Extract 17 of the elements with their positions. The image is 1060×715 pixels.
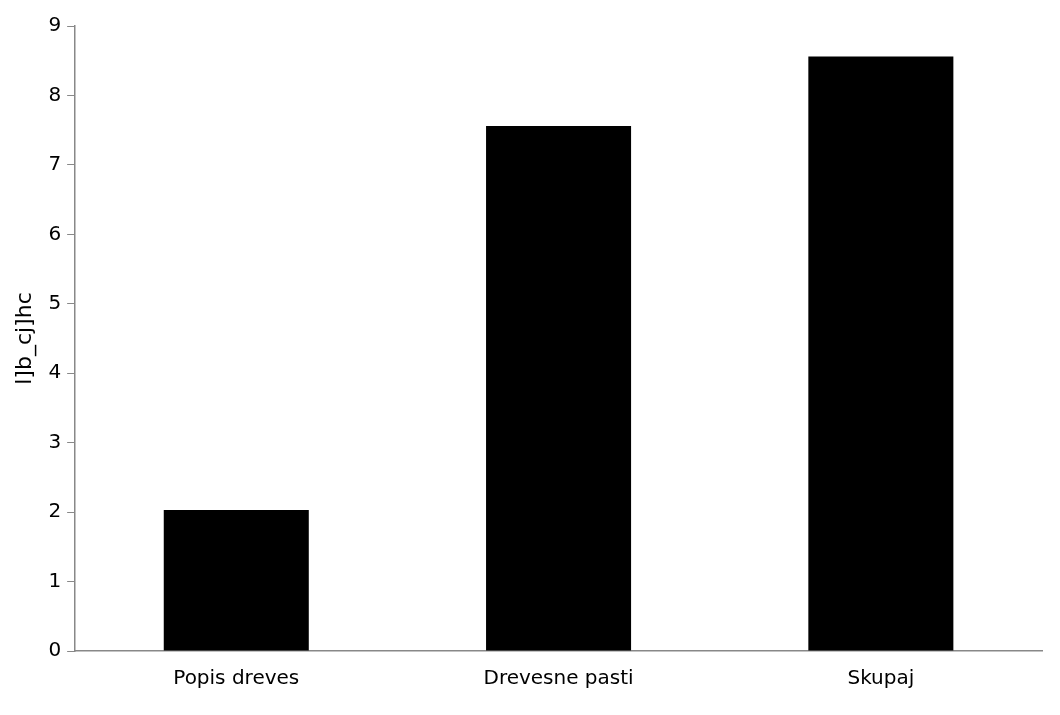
y-tick-label: 8 xyxy=(48,81,62,106)
y-tick-label: 1 xyxy=(48,567,62,592)
y-tick-label: 3 xyxy=(48,428,62,453)
y-tick-label: 4 xyxy=(48,359,62,384)
x-tick-label: Drevesne pasti xyxy=(483,665,634,690)
y-tick-label: 0 xyxy=(48,637,62,662)
bar xyxy=(808,56,954,651)
bar xyxy=(163,510,309,651)
y-tick-label: 9 xyxy=(48,12,62,37)
y-tick-label: 5 xyxy=(48,289,62,314)
y-axis-title: l]b_cj]hc xyxy=(10,292,37,385)
bar xyxy=(486,126,632,651)
x-tick-label: Popis dreves xyxy=(173,665,300,690)
x-tick-label: Skupaj xyxy=(847,665,915,690)
y-tick-label: 6 xyxy=(48,220,62,245)
y-tick-label: 7 xyxy=(48,151,62,176)
y-tick-label: 2 xyxy=(48,498,62,523)
